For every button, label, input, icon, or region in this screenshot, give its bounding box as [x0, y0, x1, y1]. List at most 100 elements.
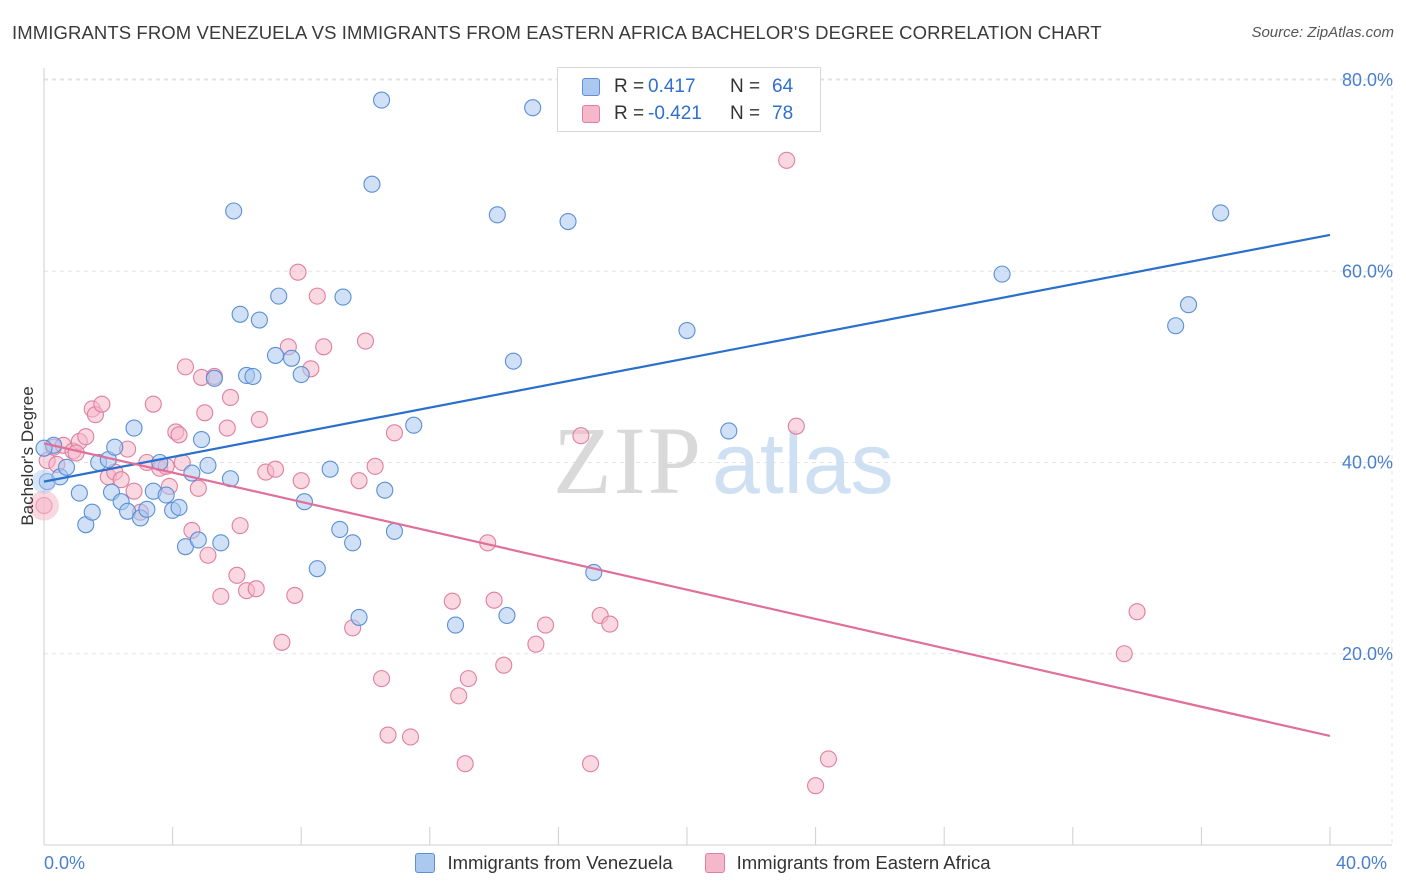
- point-eastern-africa: [266, 460, 285, 478]
- point-eastern-africa: [308, 287, 326, 305]
- legend-n-label: N =: [730, 76, 761, 97]
- y-axis-label: Bachelor's Degree: [18, 386, 37, 526]
- point-venezuela: [504, 352, 522, 370]
- point-venezuela: [283, 349, 301, 367]
- point-venezuela: [376, 481, 394, 499]
- series-eastern-africa-points: [29, 151, 1146, 795]
- point-eastern-africa: [292, 472, 310, 490]
- x-tick-label-max: 40.0%: [1336, 853, 1388, 873]
- point-venezuela: [292, 365, 310, 384]
- source-attribution: Source: ZipAtlas.com: [1251, 24, 1394, 41]
- point-venezuela: [331, 520, 349, 538]
- y-tick-label: 40.0%: [1342, 453, 1393, 473]
- point-eastern-africa: [356, 332, 375, 350]
- legend-swatch-eastern-africa: [704, 853, 725, 873]
- point-venezuela: [157, 486, 175, 504]
- legend-item-venezuela[interactable]: Immigrants from Venezuela: [415, 852, 673, 874]
- point-eastern-africa: [350, 472, 368, 490]
- point-venezuela: [189, 531, 207, 549]
- point-eastern-africa: [189, 479, 207, 497]
- point-eastern-africa: [228, 566, 246, 584]
- point-venezuela: [1179, 296, 1198, 314]
- point-venezuela: [498, 606, 516, 625]
- point-eastern-africa: [125, 482, 143, 500]
- point-venezuela: [678, 321, 696, 340]
- point-eastern-africa: [144, 395, 162, 413]
- point-eastern-africa: [231, 517, 249, 535]
- legend-r-label: R =: [614, 103, 645, 124]
- point-venezuela: [212, 534, 230, 552]
- point-venezuela: [170, 498, 188, 516]
- point-venezuela: [138, 500, 156, 518]
- point-eastern-africa: [485, 591, 503, 609]
- x-tick-label-min: 0.0%: [44, 853, 86, 873]
- y-tick-label: 20.0%: [1342, 644, 1393, 664]
- point-eastern-africa: [286, 586, 304, 604]
- point-venezuela: [385, 522, 403, 540]
- point-eastern-africa: [459, 670, 477, 688]
- trend-lines: [43, 233, 1331, 738]
- correlation-legend: R = 0.417 N = 64 R = -0.421 N = 78: [557, 67, 821, 132]
- point-venezuela: [1167, 317, 1185, 335]
- point-eastern-africa: [401, 728, 420, 746]
- y-tick-label: 60.0%: [1342, 261, 1393, 281]
- point-eastern-africa: [112, 471, 130, 489]
- point-eastern-africa: [273, 633, 291, 651]
- point-eastern-africa: [495, 656, 513, 674]
- point-eastern-africa: [787, 417, 805, 435]
- point-venezuela: [35, 439, 53, 457]
- point-venezuela: [993, 265, 1011, 283]
- point-eastern-africa: [212, 587, 230, 605]
- y-tick-labels: 20.0% 40.0% 60.0% 80.0%: [1342, 70, 1393, 664]
- point-venezuela: [244, 367, 262, 385]
- legend-label-venezuela: Immigrants from Venezuela: [447, 852, 673, 873]
- point-eastern-africa: [221, 388, 240, 407]
- point-eastern-africa: [385, 424, 403, 442]
- point-venezuela: [488, 206, 506, 224]
- point-eastern-africa: [601, 615, 619, 633]
- point-venezuela: [1212, 204, 1230, 222]
- point-venezuela: [334, 288, 352, 306]
- point-eastern-africa: [77, 428, 95, 446]
- point-eastern-africa: [807, 777, 825, 795]
- point-eastern-africa: [572, 427, 590, 445]
- point-eastern-africa: [1115, 645, 1133, 663]
- point-eastern-africa: [373, 670, 391, 688]
- legend-swatch-venezuela: [582, 78, 600, 96]
- legend-n-value: 64: [772, 76, 794, 97]
- legend-label-eastern-africa: Immigrants from Eastern Africa: [736, 852, 991, 873]
- legend-swatch-eastern-africa: [582, 105, 600, 123]
- point-venezuela: [225, 202, 243, 220]
- legend-row-eastern-africa: R = -0.421 N = 78: [582, 102, 793, 126]
- series-legend: Immigrants from Venezuela Immigrants fro…: [0, 852, 1406, 874]
- point-eastern-africa: [366, 457, 384, 475]
- point-eastern-africa: [778, 151, 796, 169]
- point-eastern-africa: [379, 726, 397, 744]
- point-venezuela: [524, 99, 542, 117]
- legend-row-venezuela: R = 0.417 N = 64: [582, 75, 793, 99]
- point-venezuela: [405, 416, 423, 434]
- y-tick-label: 80.0%: [1342, 70, 1393, 90]
- point-eastern-africa: [250, 410, 268, 429]
- legend-n-label: N =: [730, 103, 761, 124]
- point-eastern-africa: [1128, 603, 1146, 621]
- chart-title: IMMIGRANTS FROM VENEZUELA VS IMMIGRANTS …: [12, 22, 1102, 43]
- zipatlas-watermark: ZIP atlas: [553, 407, 894, 514]
- point-eastern-africa: [170, 426, 188, 444]
- point-eastern-africa: [315, 338, 333, 356]
- point-eastern-africa: [199, 546, 217, 564]
- series-venezuela-points: [32, 91, 1230, 634]
- legend-r-label: R =: [614, 76, 645, 97]
- point-eastern-africa: [443, 592, 461, 610]
- point-venezuela: [125, 419, 143, 437]
- point-venezuela: [57, 458, 76, 476]
- point-eastern-africa: [450, 687, 468, 705]
- point-venezuela: [199, 456, 217, 474]
- legend-item-eastern-africa[interactable]: Immigrants from Eastern Africa: [704, 852, 991, 874]
- point-venezuela: [70, 484, 88, 502]
- point-eastern-africa: [247, 580, 265, 598]
- point-eastern-africa: [289, 263, 307, 281]
- point-eastern-africa: [456, 755, 474, 773]
- point-venezuela: [344, 534, 362, 552]
- point-eastern-africa: [581, 755, 600, 773]
